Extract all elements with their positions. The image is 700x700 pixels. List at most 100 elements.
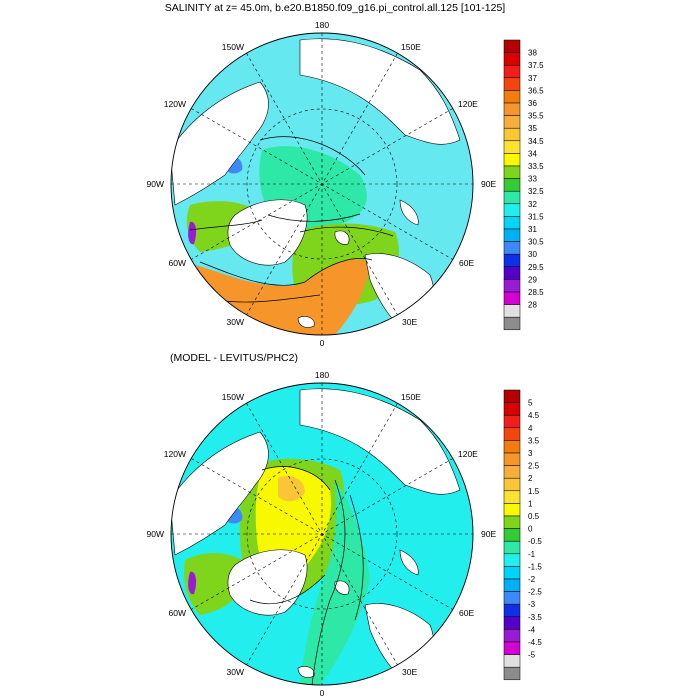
lon-label: 90W — [147, 529, 164, 539]
colorbar-label: -1.5 — [528, 562, 542, 571]
colorbar-box — [503, 591, 521, 605]
lon-label: 90W — [147, 179, 164, 189]
colorbar-box — [503, 291, 521, 305]
colorbar-label: 36 — [528, 99, 537, 108]
colorbar-box — [503, 566, 521, 580]
colorbar-label: 33 — [528, 175, 537, 184]
purple-spot — [188, 571, 197, 595]
colorbar-box — [503, 304, 521, 318]
colorbar-box — [503, 578, 521, 592]
novaya-zemlya — [399, 199, 419, 226]
colorbar-box — [503, 266, 521, 280]
colorbar-box — [503, 654, 521, 668]
colorbar-box — [503, 102, 521, 116]
colorbar-label: 30.5 — [528, 238, 544, 247]
svalbard — [334, 230, 350, 245]
colorbar-box — [503, 165, 521, 179]
colorbar-label: 31.5 — [528, 212, 544, 221]
graticule — [171, 383, 473, 685]
map-boundary — [170, 32, 474, 336]
longitude-labels: 180 150E 120E 90E 60E 30E 0 30W 60W 90W … — [147, 20, 497, 348]
colorbar-label: 28 — [528, 301, 537, 310]
colorbar-label: 32 — [528, 200, 537, 209]
colorbar-label: 29 — [528, 275, 537, 284]
lon-label: 120E — [458, 99, 478, 109]
colorbar-box — [503, 64, 521, 79]
colorbar-label: 34 — [528, 149, 537, 158]
colorbar-box — [503, 115, 521, 129]
lon-label: 150E — [401, 392, 421, 402]
salinity-colorbar: 38 37.5 37 36.5 36 35.5 35 34.5 34 33.5 33 32.5 32 31… — [503, 39, 544, 331]
colorbar-label: 1 — [528, 499, 533, 508]
graticule — [171, 33, 473, 335]
colorbar-box — [503, 414, 521, 429]
purple-spot — [188, 221, 197, 245]
colorbar-label: 37 — [528, 74, 537, 83]
colorbar-label: 33.5 — [528, 162, 544, 171]
colorbar-box — [503, 603, 521, 618]
lon-label: 90E — [481, 179, 496, 189]
colorbar-label: 37.5 — [528, 61, 544, 70]
colorbar-box — [503, 190, 521, 205]
colorbar-box — [503, 39, 521, 53]
lon-label: 90E — [481, 529, 496, 539]
colorbar-box — [503, 140, 521, 154]
colorbar-label: 35 — [528, 124, 537, 133]
greenland — [227, 199, 308, 266]
novaya-zemlya — [399, 549, 419, 576]
contour-lines — [189, 136, 394, 303]
colorbar-box — [503, 490, 521, 504]
colorbar-label: -4 — [528, 625, 536, 634]
colorbar-box — [503, 253, 521, 268]
colorbar-label: 31 — [528, 225, 537, 234]
colorbar-label: 38 — [528, 49, 537, 58]
colorbar-box — [503, 515, 521, 529]
iceland — [297, 316, 315, 328]
colorbar-box — [503, 477, 521, 492]
colorbar-label: 3.5 — [528, 436, 540, 445]
colorbar-box — [503, 316, 521, 331]
lon-label: 150W — [222, 42, 244, 52]
colorbar-label: 32.5 — [528, 187, 544, 196]
colorbar-label: 3 — [528, 449, 533, 458]
lon-label: 30W — [227, 317, 244, 327]
colorbar-box — [503, 427, 521, 441]
colorbar-label: 35.5 — [528, 112, 544, 121]
colorbar-box — [503, 203, 521, 217]
colorbar-label: -3 — [528, 600, 536, 609]
north-america — [171, 81, 269, 206]
colorbar-box — [503, 402, 521, 416]
eurasia — [299, 388, 461, 495]
colorbar-label: -1 — [528, 550, 536, 559]
colorbar-label: 30 — [528, 250, 537, 259]
lon-label: 120W — [164, 99, 186, 109]
colorbar-label: -3.5 — [528, 613, 542, 622]
eurasia — [299, 38, 461, 145]
colorbar-label: -2.5 — [528, 588, 542, 597]
colorbar-box — [503, 440, 521, 454]
lon-label: 60E — [459, 608, 474, 618]
colorbar-label: 2.5 — [528, 462, 540, 471]
colorbar-label: 1.5 — [528, 487, 540, 496]
colorbar-label: 28.5 — [528, 288, 544, 297]
colorbar-box — [503, 52, 521, 66]
colorbar-box — [503, 279, 521, 293]
colorbar-label: -5 — [528, 651, 536, 660]
difference-panel: (MODEL - LEVITUS/PHC2) — [147, 352, 543, 698]
colorbar-box — [503, 228, 521, 242]
colorbar-box — [503, 452, 521, 466]
colorbar-box — [503, 629, 521, 643]
colorbar-label: 0 — [528, 525, 533, 534]
difference-map — [171, 383, 473, 685]
colorbar-label: 0.5 — [528, 512, 540, 521]
lon-label: 180 — [315, 20, 329, 30]
colorbar-label: 34.5 — [528, 137, 544, 146]
colorbar-box — [503, 389, 521, 403]
difference-colorbar: 5 4.5 4 3.5 3 2.5 2 1.5 1 0.5 0 -0.5 -1 -1.5 -2 -2.5 -3 -… — [503, 389, 542, 681]
salinity-panel: SALINITY at z= 45.0m, b.e20.B1850.f09_g1… — [147, 2, 545, 348]
colorbar-box — [503, 90, 521, 104]
colorbar-box — [503, 465, 521, 479]
colorbar-box — [503, 503, 521, 517]
lon-label: 60W — [169, 258, 186, 268]
